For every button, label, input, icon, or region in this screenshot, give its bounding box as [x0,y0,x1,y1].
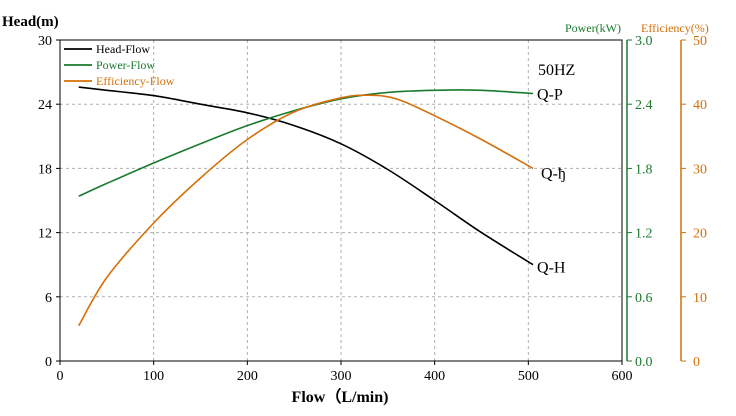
series-head-flow [78,86,534,266]
x-tick-label: 500 [518,369,539,384]
y-left-tick-label: 0 [45,355,52,370]
y-eff-tick-label: 30 [693,162,707,177]
y-power-axis-title: Power(kW) [565,21,621,35]
y-power-tick-label: 0.0 [635,355,653,370]
grid [60,40,622,361]
y-eff-tick-label: 50 [693,34,707,49]
y-power-tick-label: 1.2 [635,227,653,242]
x-axis-title: Flow（L/min) [292,388,389,406]
x-tick-label: 0 [57,369,64,384]
y-power-tick-label: 0.6 [635,291,653,306]
y-left-tick-label: 18 [38,162,52,177]
legend-label: Power-Flow [96,58,155,72]
y-eff-tick-label: 20 [693,227,707,242]
legend-label: Head-Flow [96,42,150,56]
y-power-tick-label: 2.4 [635,98,653,113]
axes: 0 100 200 300 400 500 60006121824300.00.61.21.… [38,34,707,384]
curve-label-head-flow: Q-H [537,260,566,277]
y-power-tick-label: 1.8 [635,162,653,177]
series-power-flow [78,89,534,197]
y-power-tick-label: 3.0 [635,34,653,49]
y-eff-tick-label: 0 [693,355,700,370]
series-efficiency-flow [78,94,534,327]
y-left-axis-title: Head(m) [2,14,59,30]
x-tick-label: 100 [143,369,164,384]
plot-lines: Q-H Q-P Q-ђ [78,86,566,327]
frequency-annotation: 50HZ [538,62,575,79]
curve-label-power-flow: Q-P [537,87,563,104]
x-tick-label: 400 [424,369,445,384]
legend: Head-Flow Power-Flow Efficiency-Flow [64,42,175,88]
y-left-tick-label: 24 [38,98,52,113]
y-left-tick-label: 30 [38,34,52,49]
x-tick-label: 200 [237,369,258,384]
y-left-tick-label: 6 [45,291,52,306]
x-tick-label: 600 [612,369,633,384]
y-eff-axis-title: Efficiency(%) [641,21,709,35]
y-eff-tick-label: 10 [693,291,707,306]
y-eff-tick-label: 40 [693,98,707,113]
x-tick-label: 300 [331,369,352,384]
legend-label: Efficiency-Flow [96,74,175,88]
y-left-tick-label: 12 [38,227,52,242]
curve-label-efficiency-flow: Q-ђ [541,165,566,182]
